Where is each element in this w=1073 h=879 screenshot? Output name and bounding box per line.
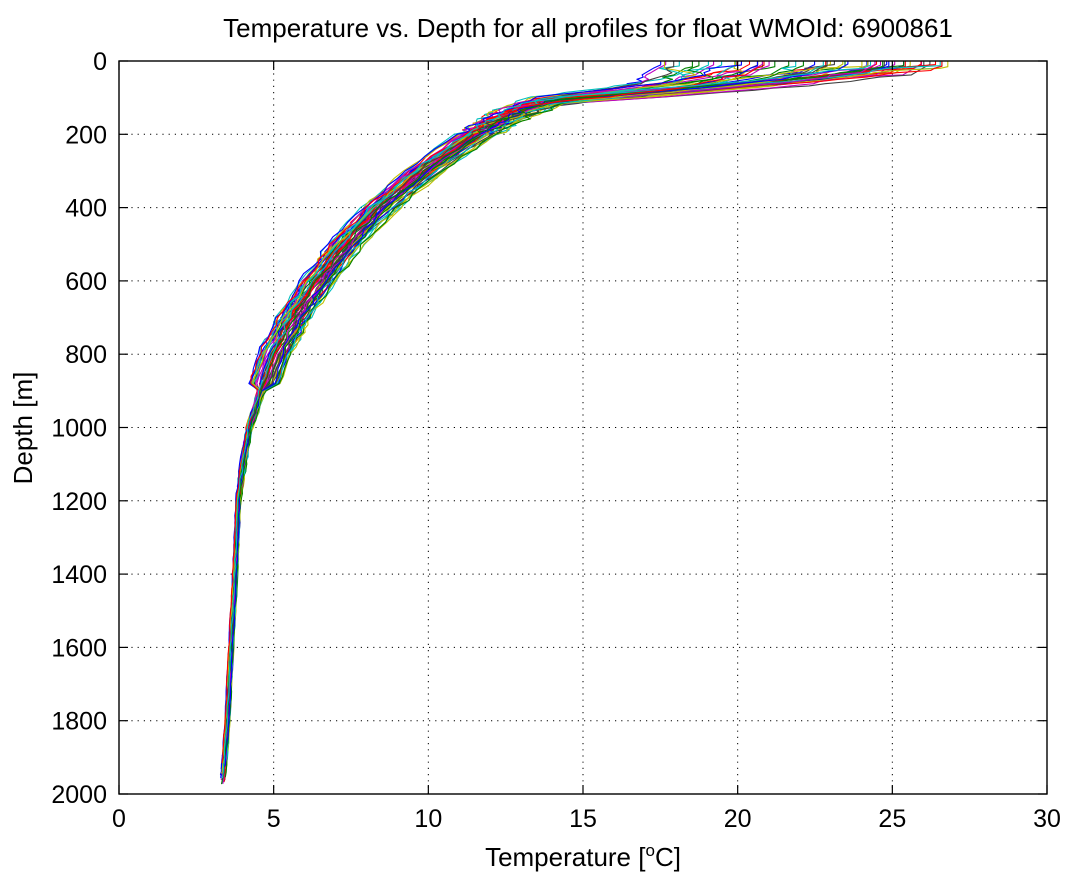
x-tick-label: 30: [1033, 805, 1061, 833]
x-tick-label: 10: [414, 805, 442, 833]
y-tick-label: 1400: [51, 561, 107, 589]
profile-line: [219, 61, 742, 776]
y-tick-labels: 0 200 400 600 800 1000 1200 1400 1600 1800 2000: [51, 48, 107, 809]
x-axis-label: Temperature [oC]: [485, 841, 681, 872]
y-tick-label: 400: [65, 195, 107, 223]
profile-lines: [219, 61, 949, 785]
grid-lines: [119, 61, 1047, 794]
x-tick-label: 20: [724, 805, 752, 833]
y-axis-label: Depth [m]: [8, 372, 38, 485]
x-tick-label: 25: [878, 805, 906, 833]
y-tick-label: 600: [65, 268, 107, 296]
chart-title: Temperature vs. Depth for all profiles f…: [223, 13, 953, 43]
y-tick-label: 2000: [51, 781, 107, 809]
x-axis-label-start: Temperature [: [485, 842, 646, 872]
profile-line: [224, 61, 849, 767]
y-tick-label: 0: [93, 48, 107, 76]
x-axis-label-superscript: o: [645, 841, 654, 860]
y-tick-label: 1200: [51, 488, 107, 516]
y-tick-label: 1800: [51, 708, 107, 736]
x-tick-labels: 0 5 10 15 20 25 30: [112, 805, 1061, 833]
profile-line: [221, 61, 765, 764]
x-tick-label: 15: [569, 805, 597, 833]
axis-ticks: [118, 60, 1048, 795]
y-tick-label: 1600: [51, 634, 107, 662]
profile-line: [221, 61, 872, 779]
x-tick-label: 5: [267, 805, 281, 833]
y-tick-label: 1000: [51, 415, 107, 443]
x-axis-label-end: C]: [655, 842, 681, 872]
x-tick-label: 0: [112, 805, 126, 833]
y-tick-label: 800: [65, 341, 107, 369]
y-tick-label: 200: [65, 121, 107, 149]
